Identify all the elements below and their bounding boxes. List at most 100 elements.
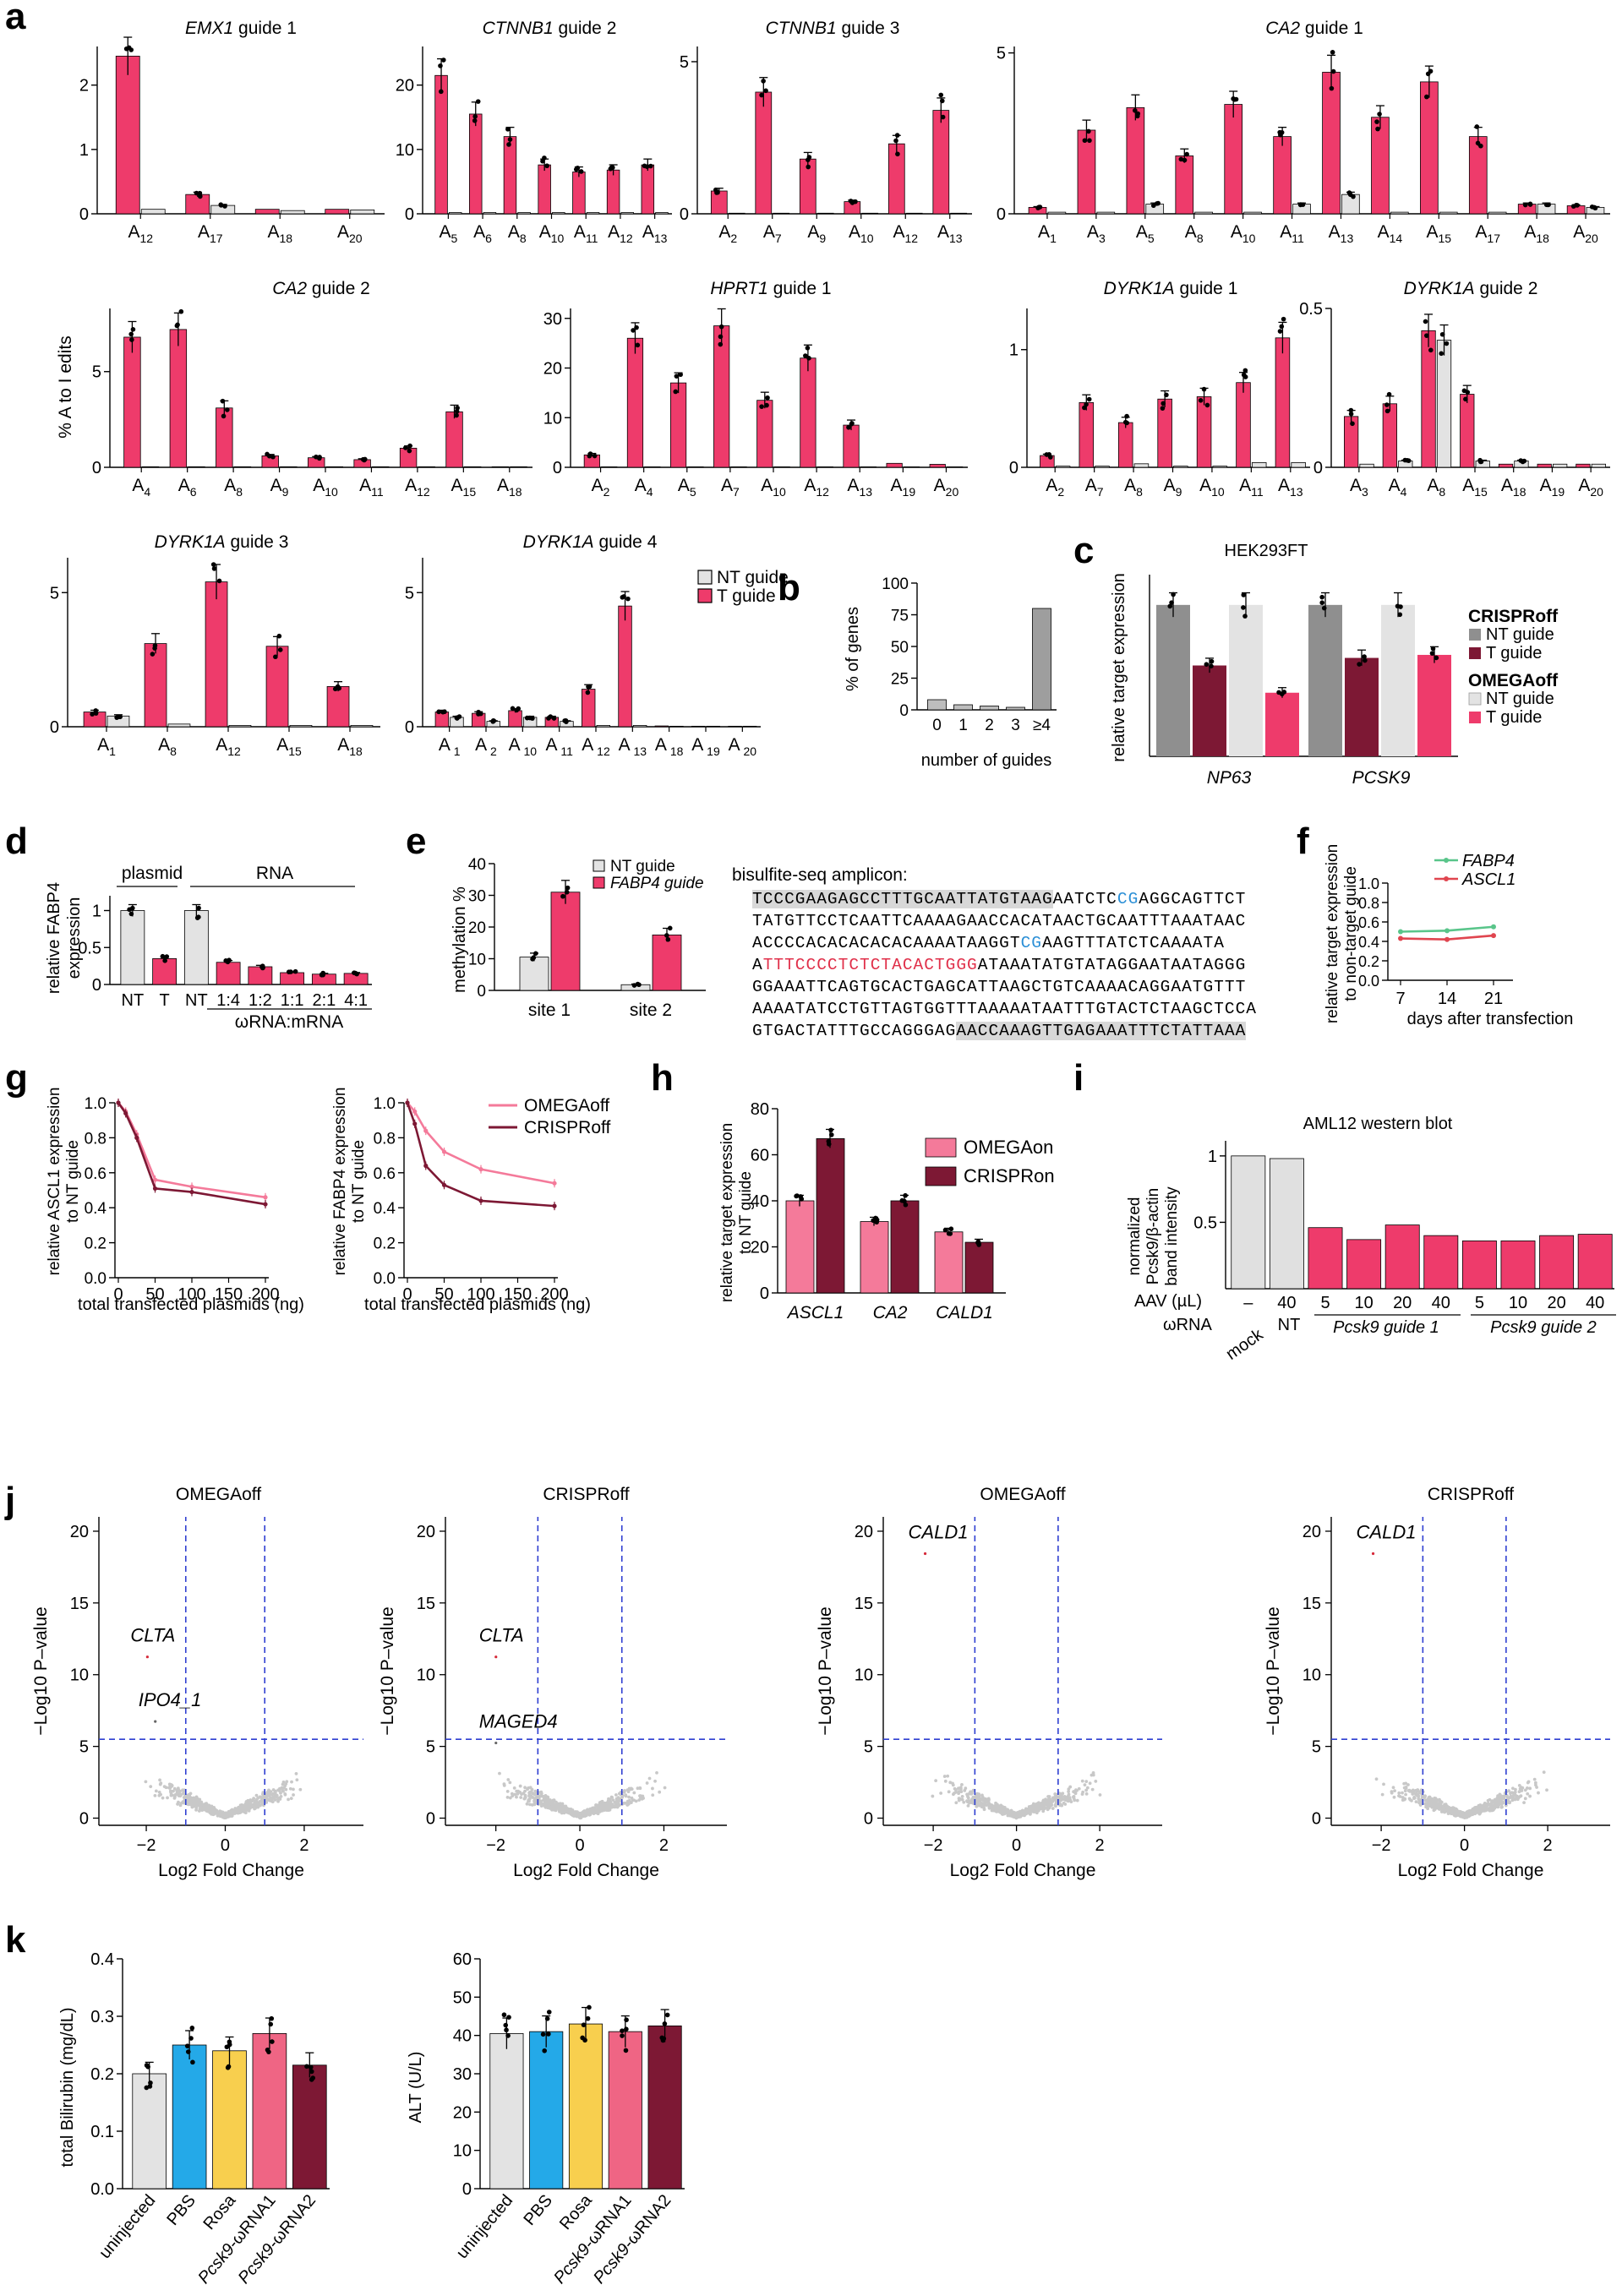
chart-a4-y-tick-label: 5 <box>997 45 1006 63</box>
chart-j4-gene-point <box>1519 1787 1523 1792</box>
chart-a4-x-tick-label: A15 <box>1426 222 1451 245</box>
chart-a6-y-tick-label: 0 <box>553 459 562 477</box>
chart-c-point <box>1357 662 1362 667</box>
chart-j2-gene-point <box>658 1790 662 1794</box>
chart-a4-x-tick-letter: A <box>1231 222 1242 242</box>
chart-i-aav-value: 20 <box>1393 1294 1412 1312</box>
chart-a4-point <box>1279 129 1285 135</box>
chart-a4-bar-nt <box>1390 211 1409 215</box>
chart-a4-x-tick-sub: 14 <box>1390 232 1403 245</box>
chart-j2-gene-point <box>578 1814 582 1819</box>
chart-j3-gene-point <box>934 1779 938 1783</box>
panel-letter-e: e <box>406 821 426 862</box>
chart-a3-bar-t <box>932 110 950 215</box>
chart-a9-x-tick-label: A1 <box>97 735 116 758</box>
chart-a6-x-tick-sub: 12 <box>816 485 829 499</box>
chart-a2-point <box>505 127 511 132</box>
chart-j3-hit-label: CALD1 <box>909 1521 969 1542</box>
chart-j1-gene-point <box>256 1801 260 1805</box>
chart-e-y-tick-label: 20 <box>468 919 486 937</box>
chart-j3-gene-point <box>947 1790 951 1794</box>
chart-c-bar <box>1229 604 1263 756</box>
chart-a6-point <box>631 328 636 333</box>
chart-k2-bar <box>489 2032 524 2190</box>
chart-a4-point <box>1522 202 1528 208</box>
chart-j2-x-tick-label: 0 <box>575 1836 584 1855</box>
amplicon-line: AAAATATCCTGTTAGTGGTTTAAAAATAATTTGTACTCTA… <box>752 998 1257 1020</box>
chart-a6-x-tick-sub: 20 <box>946 485 959 499</box>
legend-swatch-crisproff-t <box>1469 647 1481 659</box>
chart-h-legend-label: CRISPRon <box>964 1165 1055 1186</box>
panel-g-right-xlabel: total transfected plasmids (ng) <box>364 1295 591 1314</box>
chart-c-bar <box>1193 665 1226 756</box>
chart-j4-gene-point <box>1433 1808 1437 1812</box>
chart-a4-x-tick-sub: 11 <box>1292 232 1304 245</box>
panel-letter-f: f <box>1297 821 1309 862</box>
chart-j3-gene-point <box>1072 1794 1076 1798</box>
chart-a10-x-tick-label: A 2 <box>475 735 497 758</box>
chart-j4-gene-point <box>1542 1770 1546 1775</box>
chart-j3-gene-point <box>1028 1812 1032 1816</box>
chart-b-x-tick-label: 0 <box>932 717 942 734</box>
chart-a6-x-tick-sub: 13 <box>859 485 872 499</box>
chart-g2-x-tick-label: 100 <box>467 1285 494 1304</box>
chart-a6-bar-nt <box>773 466 790 468</box>
chart-j1-gene-point <box>279 1791 282 1795</box>
chart-a3-point <box>759 92 764 98</box>
chart-a9-bar-t <box>205 581 228 728</box>
chart-j1-gene-point <box>158 1778 161 1782</box>
chart-a10-point <box>478 711 483 717</box>
chart-j2-gene-point <box>523 1786 527 1790</box>
chart-j3-gene-point <box>970 1801 975 1805</box>
chart-a7-bar-t <box>1196 396 1212 468</box>
legend-swatch-e-guide <box>593 876 605 889</box>
chart-a3-x-tick-label: A10 <box>849 222 874 245</box>
chart-k1-point <box>190 2059 195 2065</box>
chart-a9-title-gene: DYRK1A <box>155 532 226 552</box>
chart-j4-gene-point <box>1468 1812 1472 1816</box>
chart-j1-gene-point <box>167 1786 171 1790</box>
chart-j2-gene-point <box>617 1792 621 1796</box>
chart-k2-point <box>544 2016 550 2021</box>
chart-j2-gene-point <box>637 1798 642 1802</box>
amplicon-segment: AGGCAGTTCT <box>1139 890 1247 908</box>
chart-k2-x-tick-label: PBS <box>520 2191 556 2229</box>
chart-a4-point <box>1087 138 1092 144</box>
chart-a4-point <box>1184 151 1189 157</box>
chart-h-bar <box>816 1138 845 1294</box>
chart-d-y-tick-label: 1 <box>92 903 101 921</box>
chart-d-point <box>164 954 170 959</box>
chart-j2-gene-point <box>508 1781 512 1785</box>
chart-j4-gene-point <box>1518 1795 1522 1798</box>
chart-j2-gene-point <box>605 1801 609 1805</box>
chart-a2-x-tick-letter: A <box>642 222 654 242</box>
chart-a10-x-tick-sub: 2 <box>487 744 497 758</box>
chart-a4-bar-nt <box>1047 211 1067 215</box>
chart-h-point <box>826 1142 832 1147</box>
chart-e-bar <box>652 934 682 991</box>
chart-j3-gene-point <box>1041 1798 1046 1802</box>
chart-j2-gene-point <box>639 1796 642 1800</box>
chart-j1-gene-point <box>287 1797 290 1802</box>
chart-a1-bar-nt <box>280 210 305 215</box>
chart-b-x-tick-label: ≥4 <box>1033 717 1051 734</box>
chart-j3-y-tick-label: 15 <box>855 1595 873 1613</box>
chart-j2-gene-point <box>554 1800 558 1804</box>
chart-e-x-tick-label: site 1 <box>528 1001 571 1020</box>
chart-j2-gene-point <box>516 1789 520 1793</box>
chart-j1-gene-point <box>292 1787 295 1792</box>
chart-c-point <box>1167 603 1173 609</box>
chart-a2-point <box>540 158 545 164</box>
chart-j2-gene-point <box>505 1790 510 1793</box>
chart-a7-x-tick-label: A9 <box>1164 476 1182 499</box>
chart-j1-hit-point <box>154 1720 157 1723</box>
chart-e-point <box>564 889 570 895</box>
chart-k1-y-tick-label: 0.2 <box>90 2065 114 2084</box>
chart-a6-point <box>587 451 593 456</box>
chart-i-bar <box>1461 1241 1497 1290</box>
chart-a5-y-tick-label: 0 <box>92 459 101 477</box>
panel-d-group-plasmid: plasmid <box>122 864 183 883</box>
chart-a4-bar-t <box>1077 129 1096 215</box>
panel-k-right-ylabel: ALT (U/L) <box>407 2052 425 2124</box>
chart-j3-gene-point <box>1088 1781 1092 1786</box>
